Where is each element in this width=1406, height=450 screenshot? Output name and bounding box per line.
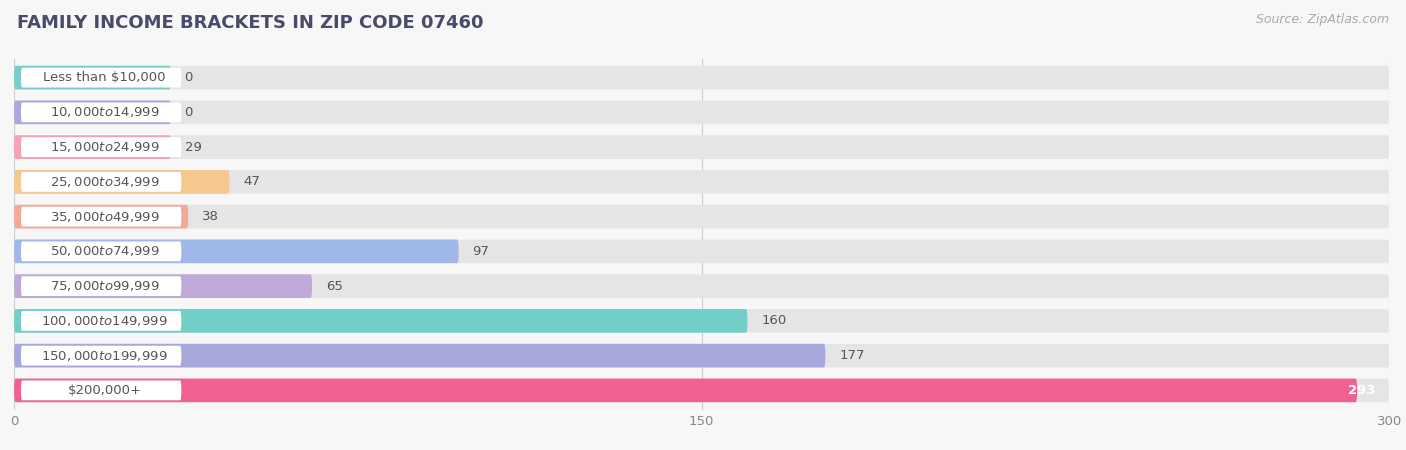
FancyBboxPatch shape <box>21 137 181 157</box>
FancyBboxPatch shape <box>14 309 1389 333</box>
Text: 29: 29 <box>184 140 201 153</box>
FancyBboxPatch shape <box>21 207 181 226</box>
FancyBboxPatch shape <box>14 344 825 368</box>
FancyBboxPatch shape <box>21 172 181 192</box>
Text: $100,000 to $149,999: $100,000 to $149,999 <box>41 314 167 328</box>
Text: 160: 160 <box>761 315 786 328</box>
FancyBboxPatch shape <box>14 378 1357 402</box>
FancyBboxPatch shape <box>21 346 181 365</box>
FancyBboxPatch shape <box>14 274 1389 298</box>
Text: $10,000 to $14,999: $10,000 to $14,999 <box>49 105 159 119</box>
FancyBboxPatch shape <box>14 66 170 90</box>
Text: 65: 65 <box>326 279 343 292</box>
FancyBboxPatch shape <box>21 381 181 400</box>
FancyBboxPatch shape <box>21 103 181 122</box>
FancyBboxPatch shape <box>14 100 1389 124</box>
FancyBboxPatch shape <box>14 170 229 194</box>
FancyBboxPatch shape <box>14 205 188 229</box>
Text: Source: ZipAtlas.com: Source: ZipAtlas.com <box>1256 14 1389 27</box>
Text: 97: 97 <box>472 245 489 258</box>
FancyBboxPatch shape <box>14 135 1389 159</box>
FancyBboxPatch shape <box>14 66 1389 90</box>
FancyBboxPatch shape <box>21 242 181 261</box>
Text: $25,000 to $34,999: $25,000 to $34,999 <box>49 175 159 189</box>
FancyBboxPatch shape <box>21 276 181 296</box>
FancyBboxPatch shape <box>14 309 748 333</box>
FancyBboxPatch shape <box>14 239 1389 263</box>
Text: 47: 47 <box>243 176 260 189</box>
FancyBboxPatch shape <box>14 100 170 124</box>
Text: 0: 0 <box>184 106 193 119</box>
Text: $50,000 to $74,999: $50,000 to $74,999 <box>49 244 159 258</box>
Text: $150,000 to $199,999: $150,000 to $199,999 <box>41 349 167 363</box>
Text: 38: 38 <box>202 210 219 223</box>
FancyBboxPatch shape <box>21 68 181 87</box>
FancyBboxPatch shape <box>14 378 1389 402</box>
Text: $75,000 to $99,999: $75,000 to $99,999 <box>49 279 159 293</box>
Text: 0: 0 <box>184 71 193 84</box>
FancyBboxPatch shape <box>14 170 1389 194</box>
Text: $35,000 to $49,999: $35,000 to $49,999 <box>49 210 159 224</box>
FancyBboxPatch shape <box>21 311 181 331</box>
FancyBboxPatch shape <box>14 205 1389 229</box>
Text: Less than $10,000: Less than $10,000 <box>44 71 166 84</box>
Text: $200,000+: $200,000+ <box>67 384 142 397</box>
FancyBboxPatch shape <box>14 239 458 263</box>
Text: FAMILY INCOME BRACKETS IN ZIP CODE 07460: FAMILY INCOME BRACKETS IN ZIP CODE 07460 <box>17 14 484 32</box>
Text: 177: 177 <box>839 349 865 362</box>
Text: 293: 293 <box>1348 384 1375 397</box>
FancyBboxPatch shape <box>14 344 1389 368</box>
Text: $15,000 to $24,999: $15,000 to $24,999 <box>49 140 159 154</box>
FancyBboxPatch shape <box>14 135 170 159</box>
FancyBboxPatch shape <box>14 274 312 298</box>
